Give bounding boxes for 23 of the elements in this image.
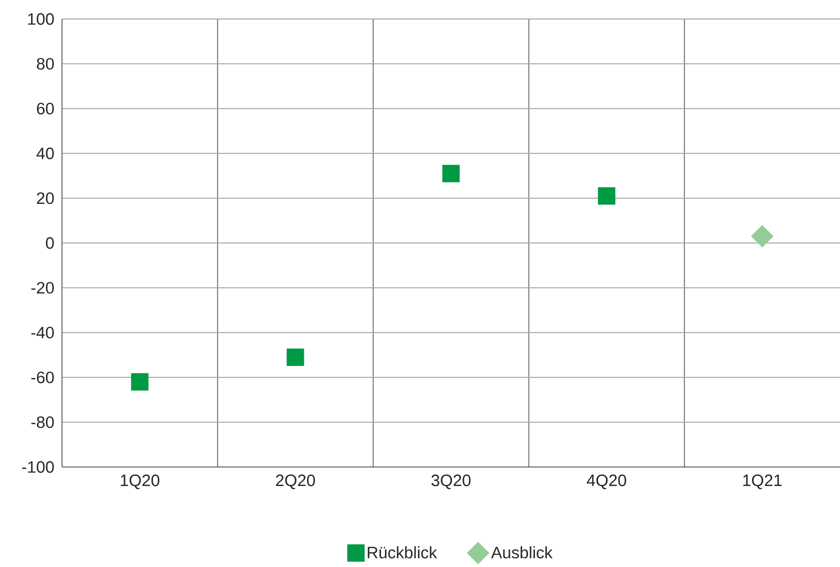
point [286, 348, 304, 366]
y-tick-label: 100 [28, 13, 54, 25]
y-tick-label: -60 [31, 372, 54, 384]
point [598, 187, 616, 205]
point [442, 164, 460, 182]
legend-label: Rückblick [368, 546, 438, 558]
y-tick-label: -40 [31, 326, 54, 338]
y-tick-label: 60 [36, 102, 54, 114]
x-tick-label: 2Q20 [276, 474, 315, 490]
y-tick-label: 0 [46, 237, 54, 249]
y-tick-label: 20 [36, 192, 54, 204]
point [131, 373, 148, 391]
y-tick-label: -100 [22, 461, 54, 473]
x-tick-label: 1Q20 [120, 474, 160, 490]
y-tick-label: 80 [36, 58, 54, 70]
x-tick-label: 4Q20 [586, 474, 626, 490]
point [750, 225, 774, 248]
x-tick-label: 3Q20 [431, 474, 471, 490]
y-tick-label: -20 [31, 282, 54, 294]
legend-label: Ausblick [491, 546, 553, 558]
y-tick-label: 40 [36, 148, 54, 160]
x-tick-label: 1Q21 [743, 474, 782, 490]
y-tick-label: -80 [31, 416, 54, 428]
